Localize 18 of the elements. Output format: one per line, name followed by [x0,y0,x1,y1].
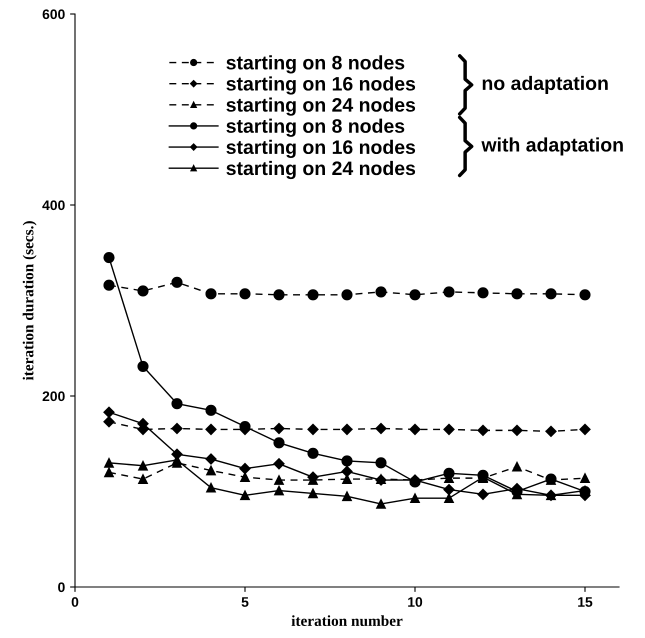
x-tick-label: 15 [578,597,592,607]
annotation: with adaptation [481,137,623,156]
y-tick-label: 200 [42,391,65,402]
y-tick-label: 0 [58,582,65,592]
legend-label: starting on 24 nodes [226,97,416,116]
y-tick-label: 400 [42,200,65,210]
x-axis-title: iteration number [292,615,402,626]
legend-label: starting on 16 nodes [226,140,416,158]
legend-label: starting on 8 nodes [226,55,404,74]
y-axis-title: iteration duration (secs.) [22,221,37,380]
y-tick-label: 600 [42,9,65,20]
x-tick-label: 5 [242,597,248,607]
legend-label: starting on 8 nodes [226,118,404,137]
x-tick-label: 10 [408,597,422,607]
legend-label: starting on 24 nodes [226,160,416,180]
annotation: no adaptation [482,76,608,94]
legend-label: starting on 16 nodes [226,76,416,95]
x-tick-label: 0 [72,597,78,607]
